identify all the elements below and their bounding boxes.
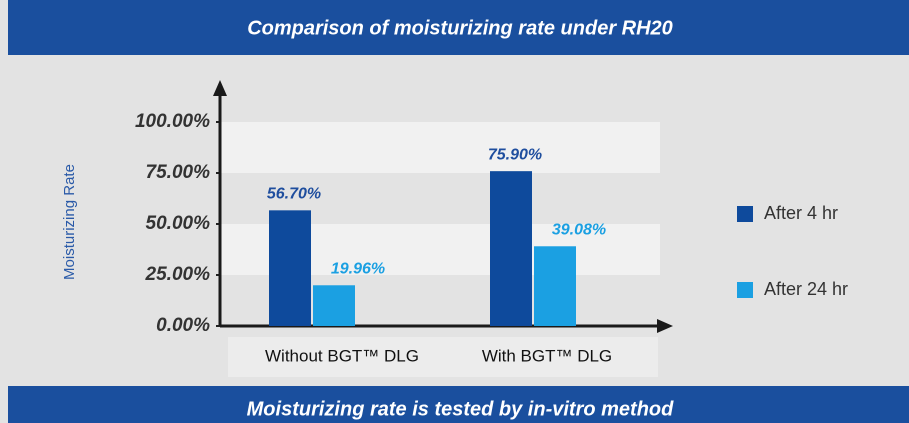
category-box <box>228 337 658 377</box>
y-tick-label: 0.00% <box>156 315 210 336</box>
x-tick-label: With BGT™ DLG <box>482 346 612 365</box>
chart-title: Comparison of moisturizing rate under RH… <box>247 17 673 39</box>
value-label: 39.08% <box>552 221 606 238</box>
value-label: 19.96% <box>331 261 385 278</box>
legend-swatch <box>737 206 753 222</box>
value-label: 56.70% <box>267 186 321 203</box>
y-tick-label: 50.00% <box>146 213 211 234</box>
bar <box>534 246 576 326</box>
x-axis-arrow <box>657 319 673 333</box>
x-tick-label: Without BGT™ DLG <box>265 346 419 365</box>
legend-swatch <box>737 282 753 298</box>
bar <box>313 285 355 326</box>
bar <box>490 171 532 326</box>
grid-band <box>220 122 660 173</box>
y-tick-label: 100.00% <box>135 111 210 132</box>
legend-label: After 24 hr <box>764 279 848 299</box>
y-axis-label: Moisturizing Rate <box>61 164 78 280</box>
legend-label: After 4 hr <box>764 203 838 223</box>
value-label: 75.90% <box>488 146 542 163</box>
y-tick-label: 75.00% <box>146 162 211 183</box>
y-tick-label: 25.00% <box>145 264 211 285</box>
title-banner <box>8 0 909 55</box>
bar <box>269 210 311 326</box>
footnote-banner <box>8 386 909 423</box>
y-axis-arrow <box>213 80 227 96</box>
footnote: Moisturizing rate is tested by in-vitro … <box>247 398 674 420</box>
